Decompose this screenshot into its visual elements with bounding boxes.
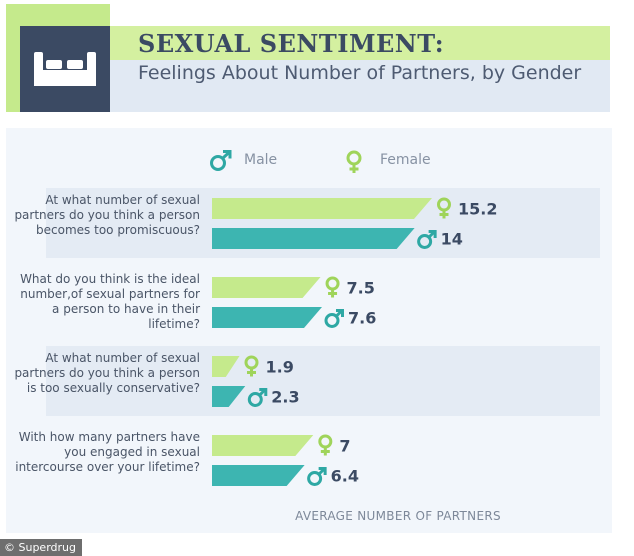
- question-3: At what number of sexual partners do you…: [14, 351, 200, 395]
- male-symbol-icon: [307, 467, 327, 486]
- legend-male-label: Male: [244, 152, 278, 168]
- chart-title: SEXUAL SENTIMENT:: [138, 29, 445, 58]
- female-symbol-icon: [318, 434, 333, 456]
- female-value-label-3: 1.9: [266, 358, 294, 377]
- x-axis-label: AVERAGE NUMBER OF PARTNERS: [295, 509, 501, 523]
- female-value-label-1: 15.2: [458, 200, 497, 219]
- chart-panel: Male Female At what number of sexual par…: [6, 128, 612, 533]
- male-symbol-icon: [210, 150, 232, 171]
- question-2: What do you think is the ideal number,of…: [20, 272, 200, 331]
- subtitle-band: [110, 60, 610, 112]
- question-4: With how many partners have you engaged …: [15, 430, 200, 474]
- legend-female-label: Female: [380, 152, 431, 168]
- male-symbol-icon: [417, 230, 437, 249]
- female-symbol-icon: [325, 276, 340, 298]
- female-value-label-4: 7: [339, 437, 350, 456]
- photo-credit: © Superdrug: [0, 539, 82, 556]
- male-bar-4: [212, 465, 305, 486]
- page-edge: [0, 534, 634, 556]
- title-band: [110, 26, 610, 60]
- female-value-label-2: 7.5: [347, 279, 375, 298]
- bed-icon: [20, 26, 110, 112]
- male-value-label-3: 2.3: [271, 388, 299, 407]
- female-bar-1: [212, 198, 432, 219]
- male-value-label-1: 14: [441, 230, 463, 249]
- male-bar-2: [212, 307, 322, 328]
- female-symbol-icon: [437, 197, 451, 219]
- female-bar-4: [212, 435, 314, 456]
- male-value-label-4: 6.4: [331, 467, 359, 486]
- male-bar-3: [212, 386, 246, 407]
- row-band-3: [46, 346, 600, 416]
- female-symbol-icon: [346, 150, 362, 173]
- female-symbol-icon: [244, 355, 259, 377]
- male-symbol-icon: [324, 309, 344, 328]
- chart-subtitle: Feelings About Number of Partners, by Ge…: [138, 62, 582, 84]
- female-bar-2: [212, 277, 321, 298]
- male-value-label-2: 7.6: [348, 309, 376, 328]
- female-bar-3: [212, 356, 240, 377]
- male-symbol-icon: [247, 388, 268, 407]
- male-bar-1: [212, 228, 415, 249]
- question-1: At what number of sexual partners do you…: [14, 193, 200, 237]
